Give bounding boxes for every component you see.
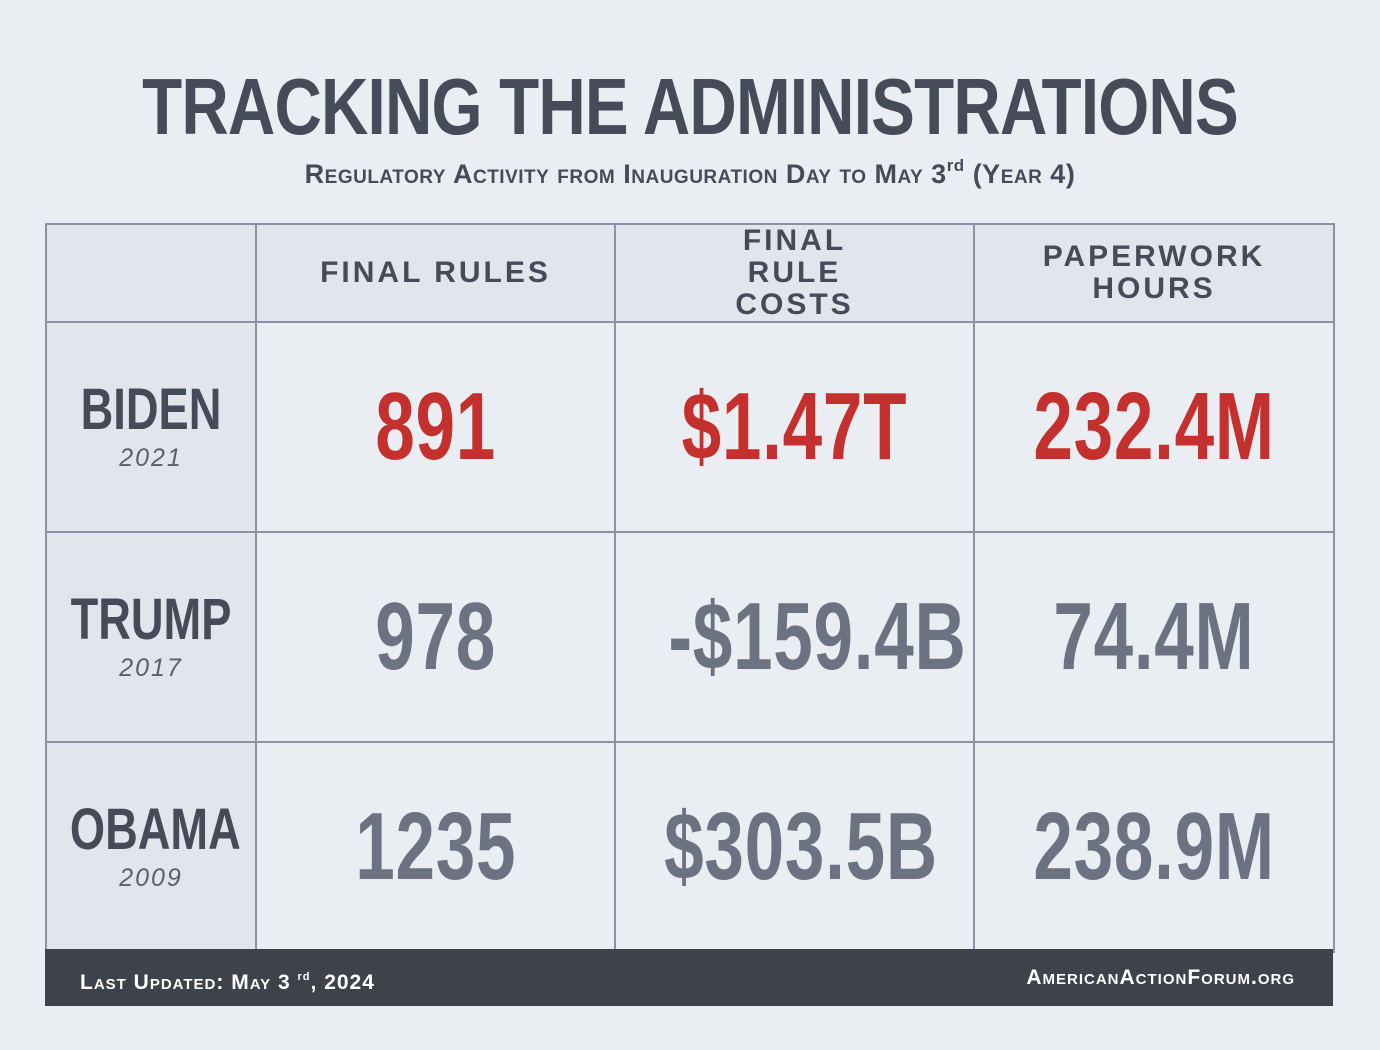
paperwork-hours-cell: 74.4M [973, 531, 1335, 743]
subtitle-main: Regulatory Activity from Inauguration Da… [304, 159, 947, 189]
final-rule-costs-cell: -$159.4B [614, 531, 975, 743]
table-row: OBAMA 2009 1235 $303.5B 238.9M [45, 741, 1335, 953]
administration-year: 2009 [119, 864, 183, 892]
paperwork-hours-value: 74.4M [1053, 583, 1255, 690]
administration-year: 2017 [119, 654, 183, 682]
site-link[interactable]: AmericanActionForum.org [1026, 966, 1295, 989]
table-header-row: FINAL RULES FINAL RULE COSTS PAPERWORK H… [45, 223, 1335, 323]
paperwork-hours-cell: 232.4M [973, 321, 1335, 533]
table-row: BIDEN 2021 891 $1.47T 232.4M [45, 321, 1335, 533]
final-rules-cell: 1235 [255, 741, 616, 953]
header-corner-cell [45, 223, 257, 323]
header-final-rules: FINAL RULES [255, 223, 616, 323]
last-updated-tail: , 2024 [310, 971, 375, 994]
header-paperwork-hours: PAPERWORK HOURS [973, 223, 1335, 323]
final-rules-value: 978 [375, 583, 496, 690]
administration-cell: TRUMP 2017 [45, 531, 257, 743]
paperwork-hours-cell: 238.9M [973, 741, 1335, 953]
administration-name: TRUMP [70, 587, 232, 652]
header-final-rule-costs-label: FINAL RULE COSTS [735, 224, 854, 321]
administration-name: BIDEN [80, 377, 222, 442]
header-paperwork-hours-label: PAPERWORK HOURS [1042, 240, 1266, 305]
administration-cell: OBAMA 2009 [45, 741, 257, 953]
final-rules-cell: 891 [255, 321, 616, 533]
administration-year: 2021 [119, 444, 183, 472]
paperwork-hours-value: 232.4M [1033, 373, 1275, 480]
final-rules-cell: 978 [255, 531, 616, 743]
final-rule-costs-value: $1.47T [681, 373, 908, 480]
administration-cell: BIDEN 2021 [45, 321, 257, 533]
header-final-rule-costs: FINAL RULE COSTS [614, 223, 975, 323]
final-rule-costs-cell: $303.5B [614, 741, 975, 953]
last-updated-superscript: rd [297, 971, 311, 983]
table-row: TRUMP 2017 978 -$159.4B 74.4M [45, 531, 1335, 743]
final-rules-value: 1235 [355, 793, 516, 900]
last-updated: Last Updated: May 3 rd, 2024 [80, 949, 375, 1011]
last-updated-main: Last Updated: May 3 [80, 971, 291, 994]
subtitle-tail: (Year 4) [964, 159, 1076, 189]
page-subtitle: Regulatory Activity from Inauguration Da… [0, 148, 1380, 192]
subtitle-superscript: rd [946, 156, 965, 175]
final-rules-value: 891 [375, 373, 496, 480]
footer-bar: Last Updated: May 3 rd, 2024 AmericanAct… [45, 949, 1333, 1006]
page-title: TRACKING THE ADMINISTRATIONS [142, 62, 1239, 151]
final-rule-costs-cell: $1.47T [614, 321, 975, 533]
paperwork-hours-value: 238.9M [1033, 793, 1275, 900]
administration-name: OBAMA [69, 797, 241, 862]
final-rule-costs-value: -$159.4B [668, 583, 967, 690]
final-rule-costs-value: $303.5B [664, 793, 938, 900]
comparison-table: FINAL RULES FINAL RULE COSTS PAPERWORK H… [45, 223, 1335, 953]
